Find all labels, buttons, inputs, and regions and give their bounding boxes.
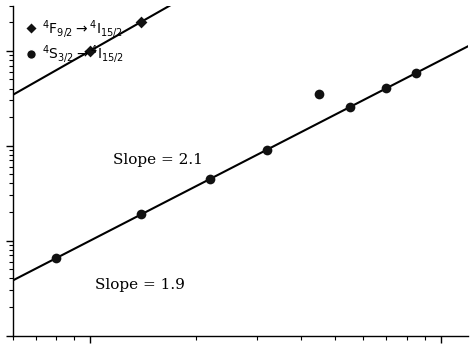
Point — [412, 70, 420, 76]
Point — [86, 48, 94, 54]
Legend: $^4$F$_{9/2}\rightarrow$$^4$I$_{15/2}$, $^4$S$_{3/2}\rightarrow$$^4$I$_{15/2}$: $^4$F$_{9/2}\rightarrow$$^4$I$_{15/2}$, … — [19, 13, 129, 71]
Point — [137, 19, 145, 24]
Point — [264, 147, 271, 152]
Point — [207, 176, 214, 182]
Text: Slope = 2.1: Slope = 2.1 — [113, 153, 203, 167]
Point — [346, 104, 354, 110]
Point — [53, 255, 60, 261]
Point — [383, 86, 390, 91]
Text: Slope = 1.9: Slope = 1.9 — [95, 278, 184, 292]
Point — [137, 212, 145, 217]
Point — [315, 92, 323, 97]
